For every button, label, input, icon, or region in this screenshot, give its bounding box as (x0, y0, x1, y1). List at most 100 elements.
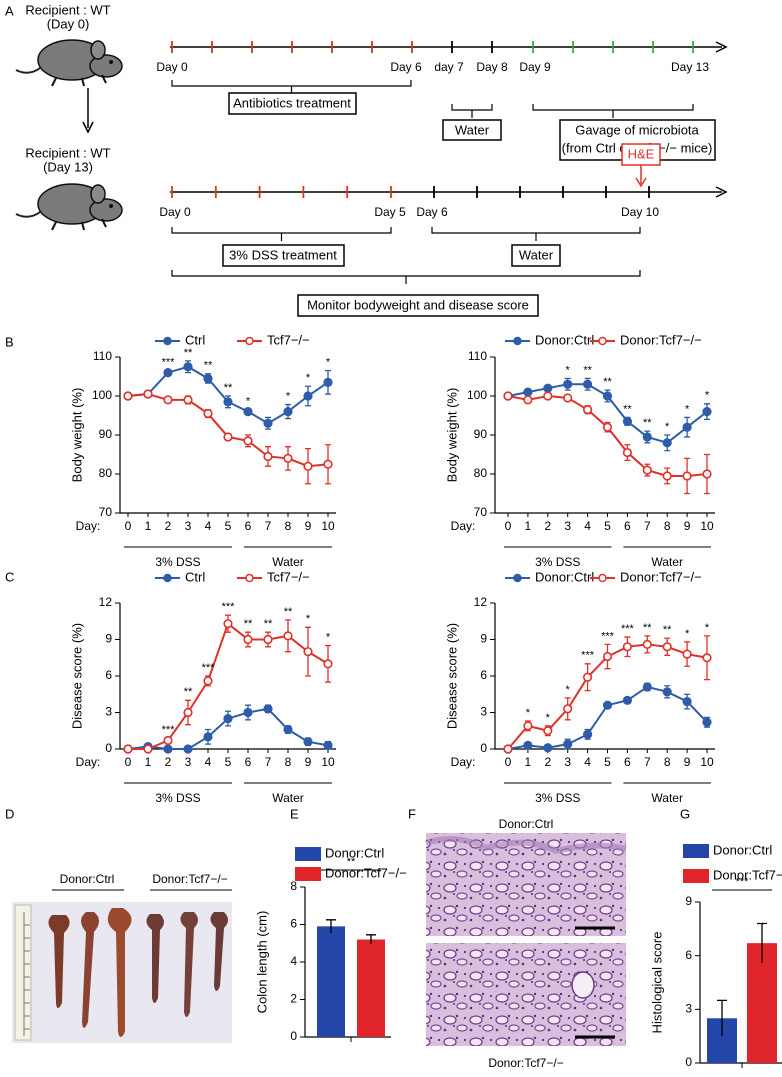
error-bar (757, 922, 767, 963)
x-tick-label: 8 (285, 755, 292, 769)
data-point (163, 395, 173, 405)
series-line (127, 365, 329, 425)
significance: * (685, 403, 690, 415)
data-point (702, 469, 712, 479)
data-point (582, 672, 593, 682)
y-tick-label: 3 (105, 705, 112, 719)
period-label: Water (272, 791, 304, 805)
x-tick-label: 7 (644, 519, 651, 533)
x-tick-label: 6 (245, 519, 252, 533)
colon-photo: Donor:Ctrl Donor:Tcf7−/− (12, 872, 232, 1043)
data-point (283, 453, 293, 464)
bracket (532, 104, 694, 118)
data-point (243, 436, 253, 446)
data-point (303, 391, 313, 401)
data-point (682, 471, 692, 481)
data-point (223, 432, 233, 442)
series-line (128, 622, 329, 750)
y-tick-label: 9 (480, 632, 487, 646)
legend-label: Tcf7−/− (267, 569, 310, 584)
data-point (543, 743, 553, 753)
y-tick-label: 9 (105, 632, 112, 646)
data-point (263, 451, 273, 462)
y-tick-label: 3 (685, 1002, 692, 1016)
significance: * (685, 628, 690, 640)
x-tick-label: 4 (205, 519, 212, 533)
significance: * (306, 372, 311, 384)
box-text: 3% DSS treatment (229, 247, 337, 262)
box-text: Water (455, 122, 490, 137)
y-tick-label: 3 (480, 705, 487, 719)
data-point (163, 368, 173, 378)
arrow-head (635, 177, 647, 188)
data-point (523, 740, 533, 750)
day-label: Day 0 (156, 60, 188, 74)
legend-marker (245, 336, 254, 346)
x-tick-label: 9 (305, 755, 312, 769)
data-point (163, 744, 173, 754)
data-point (563, 379, 573, 389)
image-label: Donor:Tcf7−/− (488, 1056, 563, 1070)
data-point (602, 391, 613, 401)
significance: *** (621, 623, 635, 635)
day-label: Day 5 (374, 205, 406, 219)
x-prefix: Day: (76, 755, 101, 769)
data-point (203, 676, 213, 686)
significance: *** (601, 630, 615, 642)
legend-label: Donor:Ctrl (325, 845, 384, 860)
x-tick-label: 4 (584, 519, 591, 533)
significance: * (246, 396, 251, 408)
x-tick-label: 1 (525, 755, 532, 769)
y-tick-label: 80 (474, 466, 488, 480)
data-point (622, 447, 633, 458)
x-tick-label: 8 (664, 755, 671, 769)
data-point (243, 407, 253, 417)
data-point (642, 465, 652, 475)
legend-marker (598, 336, 607, 346)
data-point (323, 740, 333, 750)
legend-swatch (683, 869, 709, 883)
colon (48, 915, 70, 1008)
x-prefix: Day: (451, 519, 476, 533)
data-point (582, 405, 593, 415)
x-tick-label: 0 (125, 755, 132, 769)
x-tick-label: 3 (185, 755, 192, 769)
error-bar (326, 919, 336, 933)
x-tick-label: 0 (505, 755, 512, 769)
y-tick-label: 6 (290, 917, 297, 931)
data-point (602, 651, 613, 662)
data-point (183, 744, 193, 754)
data-point (303, 737, 313, 747)
significance: ** (184, 686, 193, 698)
y-tick-label: 12 (474, 595, 488, 609)
label-box (228, 92, 357, 115)
bar (317, 926, 345, 1037)
legend-label: Donor:Ctrl (713, 842, 772, 857)
y-tick-label: 70 (99, 505, 113, 519)
panel-label: D (5, 806, 14, 821)
box-text: Water (519, 247, 554, 262)
significance: * (566, 684, 571, 696)
data-point (323, 459, 333, 469)
data-point (662, 471, 672, 481)
y-tick-label: 110 (468, 349, 487, 363)
data-point (543, 383, 553, 393)
timeline-diagram: Recipient : WT (Day 0) Recipient : WT (D… (15, 2, 728, 317)
data-point (183, 362, 193, 372)
legend-label: Donor:Tcf7−/− (713, 867, 782, 882)
data-point (243, 707, 253, 718)
x-tick-label: 3 (564, 519, 571, 533)
data-point (682, 696, 692, 707)
y-axis-label: Disease score (%) (444, 623, 459, 729)
tissue-edge (425, 836, 627, 855)
legend-label: Donor:Tcf7−/− (620, 332, 702, 347)
significance: *** (162, 724, 176, 736)
data-point (503, 391, 513, 401)
colon (210, 912, 228, 991)
legend-swatch (295, 847, 321, 861)
y-tick-label: 0 (685, 1055, 692, 1069)
data-point (622, 416, 633, 426)
x-tick-label: 5 (225, 755, 232, 769)
y-tick-label: 12 (99, 595, 113, 609)
